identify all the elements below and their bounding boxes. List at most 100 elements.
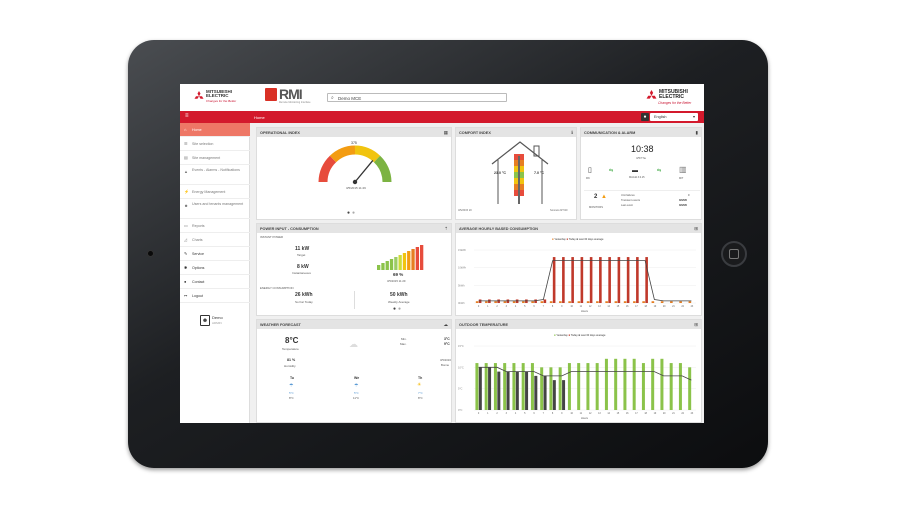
forecast-day-1: Tu — [290, 376, 295, 380]
weather-city: Bonne — [441, 363, 450, 367]
x-tick-label: 2 — [496, 412, 498, 415]
operational-title: OPERATIONAL INDEX — [260, 130, 300, 135]
bar-yesterday — [493, 363, 497, 410]
x-axis-label: Hours — [581, 309, 589, 313]
chart-icon[interactable]: ▦ — [443, 129, 448, 135]
bar-yesterday — [605, 301, 608, 303]
avatar: ☻ — [200, 315, 210, 326]
bar-yesterday — [651, 358, 655, 410]
user-profile[interactable]: ☻ Demo ADMIN — [200, 313, 238, 329]
bar-yesterday — [679, 301, 682, 303]
today-value: 26 kWh — [295, 292, 313, 298]
x-tick-label: 17 — [635, 305, 638, 308]
brand-line2: ELECTRIC — [206, 93, 229, 98]
x-tick-label: 9 — [561, 305, 563, 308]
power-pager-dots[interactable]: ●● — [393, 306, 404, 312]
bar-today — [534, 299, 537, 303]
x-tick-label: 10 — [570, 412, 573, 415]
search-value: Demo MCE — [338, 95, 362, 101]
hamburger-icon[interactable]: ≡ — [185, 113, 189, 119]
upload-icon[interactable]: ⇡ — [444, 225, 448, 231]
bar-yesterday — [522, 301, 525, 303]
power-title: POWER INPUT - CONSUMPTION — [260, 226, 319, 231]
device-label-3: MIT — [679, 177, 684, 180]
rmi-logo: RMI Remote Monitoring Interface — [265, 86, 311, 107]
cloud-icon[interactable]: ☁ — [443, 321, 449, 327]
outdoor-temperature-chart: 15°C10°C5°C0°C0 1 2 3 4 5 6 7 8 9 10 11 12 13 14 15 16 17… — [458, 344, 696, 420]
right-brand-line1: MITSUBISHI — [659, 89, 688, 95]
language-value: English — [654, 115, 667, 119]
sidebar-item-options[interactable]: ✱ Options — [180, 261, 250, 275]
power-level-bar — [381, 263, 385, 270]
home-button[interactable] — [721, 241, 747, 267]
comm-date: 3/5/Thu — [636, 156, 647, 160]
comfort-date-right: Sonnets 8/7/20 — [550, 209, 568, 212]
bar-yesterday — [651, 301, 655, 303]
weather-temp-label: Temperature — [282, 347, 299, 351]
sidebar-item-energy[interactable]: ⚡ Energy Management — [180, 185, 250, 199]
bar-yesterday — [614, 358, 618, 410]
y-tick-label: 10kWh — [458, 266, 467, 270]
x-tick-label: 7 — [543, 305, 545, 308]
bar-yesterday — [688, 367, 692, 410]
bar-yesterday — [623, 358, 627, 410]
device-icon[interactable]: ▮ — [695, 129, 698, 135]
pager-dots[interactable]: ●● — [347, 210, 358, 216]
x-tick-label: 20 — [663, 305, 666, 308]
weather-temp: 8°C — [285, 336, 299, 345]
x-tick-label: 18 — [644, 305, 647, 308]
sidebar-item-home[interactable]: ⌂ Home — [180, 123, 250, 137]
forecast-day-3: Th — [418, 376, 423, 380]
brand-line1: MITSUBISHI — [206, 89, 233, 94]
sidebar-item-reports[interactable]: ▭ Reports — [180, 219, 250, 233]
bar-yesterday — [484, 363, 488, 410]
bar-yesterday — [512, 363, 516, 410]
users-icon: ☻ — [184, 203, 189, 208]
unit-icon: ▥ — [679, 165, 687, 174]
bar-today — [543, 299, 547, 303]
bar-today — [562, 257, 565, 303]
comm-row-2-value: 0/0/0/0 — [679, 199, 687, 202]
sidebar-item-service[interactable]: ✎ Service — [180, 247, 250, 261]
x-tick-label: 7 — [543, 412, 545, 415]
bar-yesterday — [540, 367, 544, 410]
expand-icon-2[interactable]: ⊞ — [694, 321, 698, 327]
x-tick-label: 14 — [607, 305, 610, 308]
sidebar-item-site-management[interactable]: ▤ Site management — [180, 151, 250, 165]
gauge-needle — [354, 160, 374, 183]
breadcrumb[interactable]: Home — [254, 114, 265, 120]
chart-icon: ◿ — [184, 237, 188, 242]
search-input[interactable]: ⌕ Demo MCE — [327, 93, 507, 102]
bar-today — [525, 371, 529, 410]
forecast-day-1-min: 5°C — [289, 391, 294, 395]
sidebar-item-events[interactable]: ▲ Events - Alarms - Notifications — [180, 165, 250, 185]
bar-today — [543, 375, 547, 410]
expand-icon[interactable]: ⊞ — [694, 225, 698, 231]
comm-time: 10:38 — [631, 144, 654, 154]
x-tick-label: 5 — [524, 305, 526, 308]
sidebar-item-users[interactable]: ☻ Users and tenants management — [180, 199, 250, 219]
legend-today-2: Today — [570, 334, 578, 337]
warning-icon: ▲ — [184, 169, 188, 174]
info-icon[interactable]: ℹ — [571, 129, 573, 135]
x-tick-label: 17 — [635, 412, 638, 415]
x-tick-label: 15 — [617, 305, 620, 308]
bar-today — [580, 257, 584, 303]
weather-date: 3/5/2016 — [440, 358, 451, 362]
right-tagline: Changes for the Better — [658, 101, 692, 105]
x-tick-label: 12 — [589, 305, 592, 308]
power-level-bar — [394, 257, 398, 270]
legend-swatch-yesterday-2: ■ — [554, 334, 556, 337]
alarm-count: 2 — [594, 194, 598, 200]
legend-swatch-yesterday: ■ — [552, 238, 554, 241]
language-select[interactable]: ● English ▾ — [641, 113, 698, 121]
y-tick-label: 5°C — [458, 387, 462, 391]
comfort-date-left: 3/5/2015 20 — [458, 209, 472, 212]
sidebar-item-contact[interactable]: ● Contact — [180, 275, 250, 289]
sidebar-item-logout[interactable]: ↦ Logout — [180, 289, 250, 303]
comm-row-3-label: Last event — [621, 204, 633, 207]
sidebar-item-charts[interactable]: ◿ Charts — [180, 233, 250, 247]
sidebar-item-site-selection[interactable]: ☰ Site selection — [180, 137, 250, 151]
bar-yesterday — [512, 301, 516, 303]
communication-alarm-panel: COMMUNICATION & ALARM ▮ 10:38 3/5/Thu ▯ ⇆… — [580, 127, 702, 220]
